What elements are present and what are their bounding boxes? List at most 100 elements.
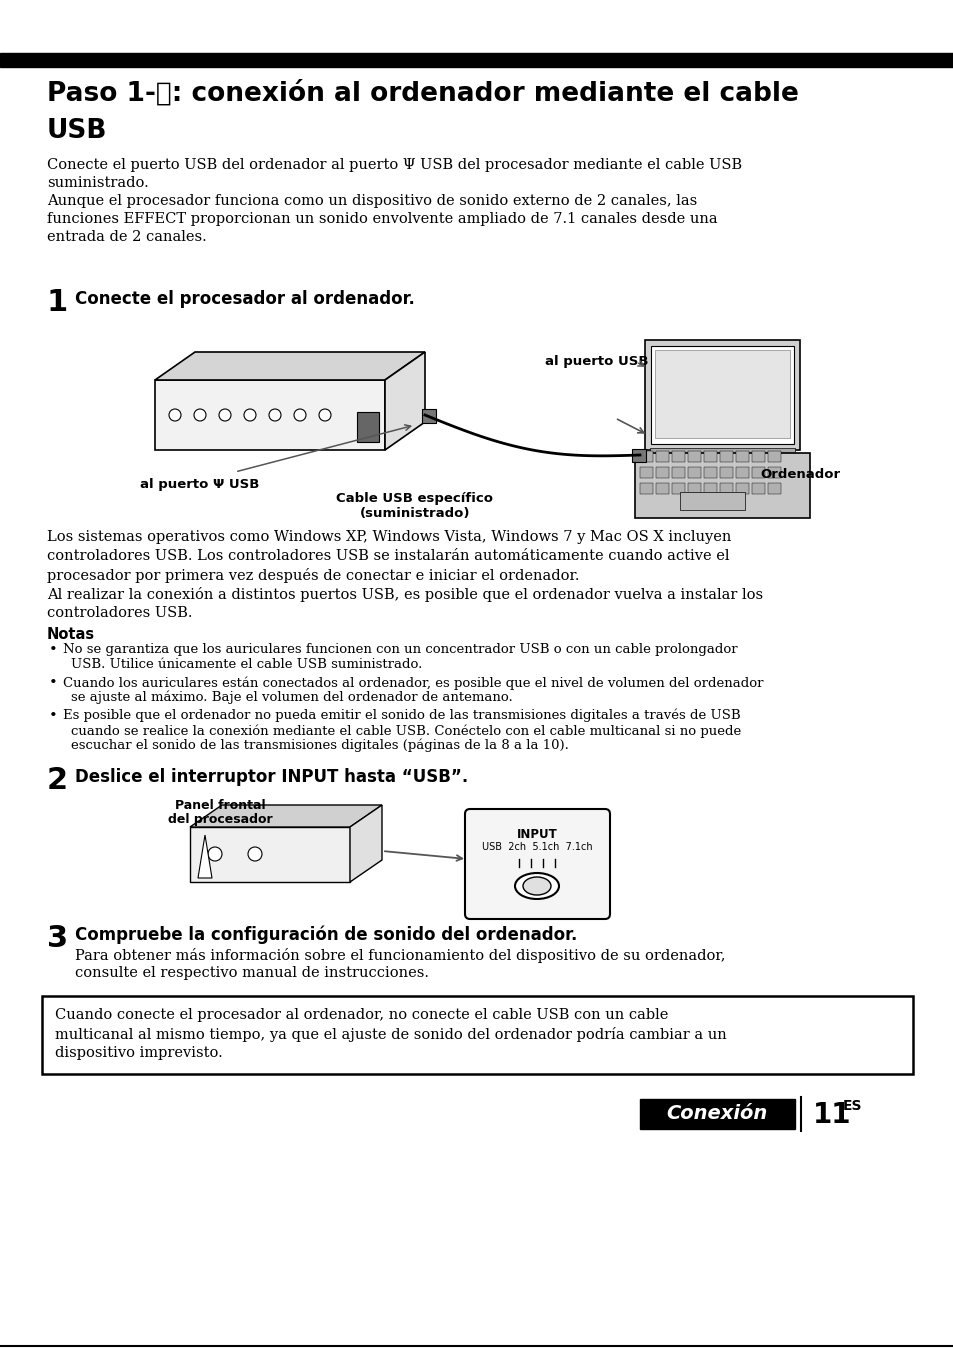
Bar: [0, 53, 953, 66]
Text: 1: 1: [47, 288, 69, 317]
Circle shape: [248, 848, 262, 861]
Text: cuando se realice la conexión mediante el cable USB. Conéctelo con el cable mult: cuando se realice la conexión mediante e…: [71, 724, 740, 738]
Ellipse shape: [515, 873, 558, 899]
Text: USB. Utilice únicamente el cable USB suministrado.: USB. Utilice únicamente el cable USB sum…: [71, 658, 422, 672]
Bar: [356, 412, 378, 441]
Bar: [687, 451, 700, 462]
Text: Conexión: Conexión: [666, 1104, 767, 1122]
Text: No se garantiza que los auriculares funcionen con un concentrador USB o con un c: No se garantiza que los auriculares func…: [63, 643, 737, 655]
Circle shape: [269, 409, 281, 421]
Bar: [735, 483, 748, 494]
Bar: [649, 448, 794, 454]
Text: 2: 2: [47, 766, 68, 795]
Text: Conecte el procesador al ordenador.: Conecte el procesador al ordenador.: [75, 290, 415, 307]
Bar: [635, 454, 809, 519]
Text: consulte el respectivo manual de instrucciones.: consulte el respectivo manual de instruc…: [75, 965, 429, 980]
Circle shape: [219, 409, 231, 421]
Bar: [671, 467, 684, 478]
Bar: [720, 467, 732, 478]
Bar: [767, 451, 781, 462]
Text: Cuando los auriculares están conectados al ordenador, es posible que el nivel de: Cuando los auriculares están conectados …: [63, 676, 762, 689]
Bar: [703, 483, 717, 494]
Text: suministrado.: suministrado.: [47, 176, 149, 190]
Text: USB  2ch  5.1ch  7.1ch: USB 2ch 5.1ch 7.1ch: [481, 842, 592, 852]
Circle shape: [193, 409, 206, 421]
Bar: [644, 340, 800, 450]
Text: •: •: [49, 676, 58, 691]
Bar: [767, 467, 781, 478]
Bar: [639, 451, 652, 462]
Polygon shape: [385, 352, 424, 450]
Bar: [751, 483, 764, 494]
Bar: [751, 451, 764, 462]
Bar: [639, 1099, 794, 1129]
Polygon shape: [154, 380, 385, 450]
FancyBboxPatch shape: [464, 808, 609, 919]
Bar: [639, 483, 652, 494]
Text: Para obtener más información sobre el funcionamiento del dispositivo de su orden: Para obtener más información sobre el fu…: [75, 948, 724, 963]
Text: Conecte el puerto USB del ordenador al puerto Ψ USB del procesador mediante el c: Conecte el puerto USB del ordenador al p…: [47, 158, 741, 172]
Text: Es posible que el ordenador no pueda emitir el sonido de las transmisiones digit: Es posible que el ordenador no pueda emi…: [63, 709, 740, 723]
Text: •: •: [49, 643, 58, 657]
Bar: [687, 467, 700, 478]
Bar: [703, 451, 717, 462]
Text: 3: 3: [47, 923, 68, 953]
Text: dispositivo imprevisto.: dispositivo imprevisto.: [55, 1047, 222, 1060]
Text: Aunque el procesador funciona como un dispositivo de sonido externo de 2 canales: Aunque el procesador funciona como un di…: [47, 194, 697, 209]
Text: •: •: [49, 709, 58, 723]
Polygon shape: [154, 352, 424, 380]
Bar: [735, 451, 748, 462]
Text: controladores USB. Los controladores USB se instalarán automáticamente cuando ac: controladores USB. Los controladores USB…: [47, 548, 729, 563]
Circle shape: [244, 409, 255, 421]
Bar: [639, 467, 652, 478]
Text: 11: 11: [812, 1101, 851, 1129]
Text: Notas: Notas: [47, 627, 95, 642]
Text: Los sistemas operativos como Windows XP, Windows Vista, Windows 7 y Mac OS X inc: Los sistemas operativos como Windows XP,…: [47, 529, 731, 544]
Bar: [671, 483, 684, 494]
Bar: [650, 347, 793, 444]
Polygon shape: [190, 806, 381, 827]
Text: ES: ES: [842, 1099, 862, 1113]
Bar: [735, 467, 748, 478]
Text: del procesador: del procesador: [168, 812, 272, 826]
Bar: [671, 451, 684, 462]
Text: Al realizar la conexión a distintos puertos USB, es posible que el ordenador vue: Al realizar la conexión a distintos puer…: [47, 588, 762, 603]
Text: Ordenador: Ordenador: [760, 468, 840, 481]
Bar: [631, 450, 645, 462]
Text: Cable USB específico: Cable USB específico: [336, 492, 493, 505]
Text: Paso 1-ⓓ: conexión al ordenador mediante el cable: Paso 1-ⓓ: conexión al ordenador mediante…: [47, 80, 798, 107]
Circle shape: [169, 409, 181, 421]
Text: Compruebe la configuración de sonido del ordenador.: Compruebe la configuración de sonido del…: [75, 926, 577, 945]
Circle shape: [208, 848, 222, 861]
Bar: [720, 483, 732, 494]
Text: entrada de 2 canales.: entrada de 2 canales.: [47, 230, 207, 244]
Bar: [751, 467, 764, 478]
Bar: [42, 997, 912, 1074]
Bar: [679, 492, 744, 510]
Text: al puerto USB: al puerto USB: [544, 355, 648, 368]
Circle shape: [318, 409, 331, 421]
Bar: [656, 451, 668, 462]
Polygon shape: [350, 806, 381, 881]
Bar: [720, 451, 732, 462]
Text: escuchar el sonido de las transmisiones digitales (páginas de la 8 a la 10).: escuchar el sonido de las transmisiones …: [71, 739, 568, 753]
Bar: [421, 409, 436, 422]
Text: INPUT: INPUT: [517, 829, 557, 841]
Text: Deslice el interruptor INPUT hasta “USB”.: Deslice el interruptor INPUT hasta “USB”…: [75, 768, 468, 787]
Text: multicanal al mismo tiempo, ya que el ajuste de sonido del ordenador podría camb: multicanal al mismo tiempo, ya que el aj…: [55, 1026, 726, 1043]
Bar: [703, 467, 717, 478]
Polygon shape: [190, 827, 350, 881]
Bar: [655, 349, 789, 437]
Polygon shape: [198, 835, 212, 877]
Bar: [656, 467, 668, 478]
Bar: [687, 483, 700, 494]
Circle shape: [294, 409, 306, 421]
Ellipse shape: [522, 877, 551, 895]
Text: Panel frontal: Panel frontal: [174, 799, 265, 812]
Text: controladores USB.: controladores USB.: [47, 607, 193, 620]
Text: se ajuste al máximo. Baje el volumen del ordenador de antemano.: se ajuste al máximo. Baje el volumen del…: [71, 691, 512, 704]
Text: Cuando conecte el procesador al ordenador, no conecte el cable USB con un cable: Cuando conecte el procesador al ordenado…: [55, 1007, 668, 1022]
Text: al puerto Ψ USB: al puerto Ψ USB: [140, 478, 259, 492]
Bar: [656, 483, 668, 494]
Text: (suministrado): (suministrado): [359, 506, 470, 520]
